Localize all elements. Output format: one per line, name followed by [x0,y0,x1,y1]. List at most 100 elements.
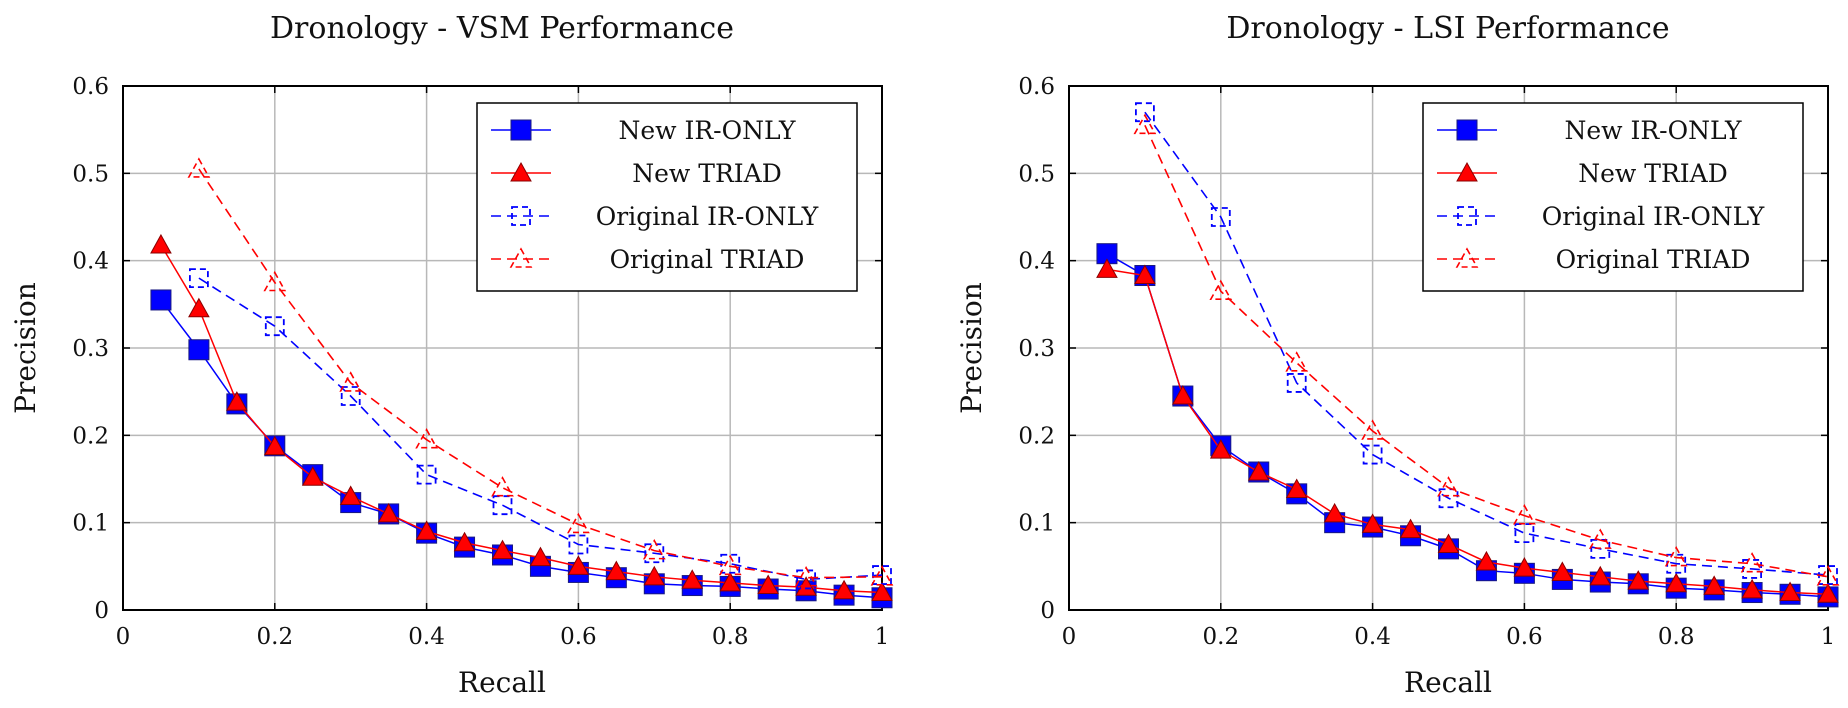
data-point [871,581,893,602]
data-point [681,569,704,589]
legend-marker [510,161,532,182]
data-point [1551,561,1574,581]
data-point [1590,538,1611,559]
legend-marker [509,247,533,268]
y-tick-label: 0.5 [72,161,109,187]
data-point [1513,557,1536,577]
data-point [339,485,362,505]
y-tick-label: 0.4 [1018,249,1055,275]
series-4 [1133,113,1840,586]
x-axis-label: Recall [458,666,546,699]
y-axis-label: Precision [955,282,988,414]
y-axis-label: Precision [9,282,42,414]
data-point [188,297,210,318]
data-point [605,560,628,581]
legend-marker [1456,119,1478,141]
data-point [1475,550,1498,571]
data-point [1589,565,1612,586]
data-point [644,543,665,564]
data-point [1627,570,1650,590]
data-point [340,386,361,406]
y-tick-label: 0.1 [72,511,109,537]
legend-marker [1455,247,1479,268]
chart-1: 0 0.2 0.4 0.6 0.8 1 0 0.1 0.2 0.3 0.4 0.5 0.6 Dronolo… [9,11,894,699]
data-point [1133,113,1157,135]
data-point [491,476,514,497]
y-tick-label: 0.1 [1018,511,1055,537]
y-tick-label: 0.3 [1018,336,1055,362]
legend: New IR-ONLY New TRIAD Original IR-ONLY Orig… [476,102,858,292]
data-point [1362,444,1383,465]
series-line [1144,111,1829,576]
series-4 [187,157,894,587]
x-tick-label: 0.2 [1203,624,1240,650]
series-1 [150,289,893,609]
legend-label: New TRIAD [1578,159,1728,188]
legend-label: Original IR-ONLY [596,202,819,231]
x-tick-label: 0.4 [408,624,445,650]
data-point [1135,102,1155,123]
data-point [1438,488,1459,509]
data-point [1399,518,1422,539]
series-line [1144,124,1829,578]
data-point [1437,476,1460,497]
data-point [1816,565,1840,586]
y-tick-label: 0 [94,598,109,624]
data-point [833,579,855,600]
x-tick-label: 0.6 [1506,624,1543,650]
legend-marker [510,119,532,141]
data-point [263,270,287,292]
series-line [1106,268,1829,596]
data-point [1740,552,1764,573]
data-point [796,569,816,590]
data-point [226,391,248,411]
data-point [1247,460,1270,481]
data-point [1361,419,1384,440]
data-point [1209,279,1233,301]
data-point [1285,478,1308,498]
data-point [1817,583,1839,603]
x-tick-label: 0.2 [257,624,294,650]
y-tick-label: 0.6 [72,74,109,100]
series-2 [1096,258,1839,603]
data-point [1437,533,1460,553]
y-tick-label: 0.4 [72,249,109,275]
x-tick-label: 0.4 [1354,624,1391,650]
legend-marker [1456,161,1478,182]
data-point [1172,385,1194,405]
data-point [1286,373,1307,393]
legend: New IR-ONLY New TRIAD Original IR-ONLY Orig… [1422,102,1804,292]
y-tick-label: 0.6 [1018,74,1055,100]
data-point [1323,502,1346,523]
data-point [415,428,438,449]
data-point [1664,545,1688,567]
y-tick-label: 0.3 [72,336,109,362]
x-tick-label: 0 [116,624,131,650]
data-point [567,555,590,575]
legend-label: Original IR-ONLY [1542,202,1765,231]
legend-label: Original TRIAD [610,245,805,274]
data-point [491,539,514,560]
data-point [1514,523,1535,544]
data-point [377,502,400,523]
data-point [301,466,324,486]
data-point [188,268,209,289]
data-point [1513,504,1536,525]
legend-label: New IR-ONLY [1564,116,1742,145]
series-line [1106,253,1829,598]
series-line [198,168,883,579]
x-tick-label: 0 [1062,624,1077,650]
data-point [1703,575,1725,595]
data-point [1285,351,1309,372]
data-point [719,571,742,592]
data-point [870,565,894,586]
chart-2: 0 0.2 0.4 0.6 0.8 1 0 0.1 0.2 0.3 0.4 0.5 0.6 Dronolo… [955,11,1840,699]
data-point [415,520,438,540]
data-point [757,574,779,595]
data-point [1741,578,1763,599]
y-tick-label: 0.5 [1018,161,1055,187]
legend-label: Original TRIAD [1556,245,1751,274]
y-tick-label: 0.2 [72,423,109,449]
data-point [416,464,437,485]
